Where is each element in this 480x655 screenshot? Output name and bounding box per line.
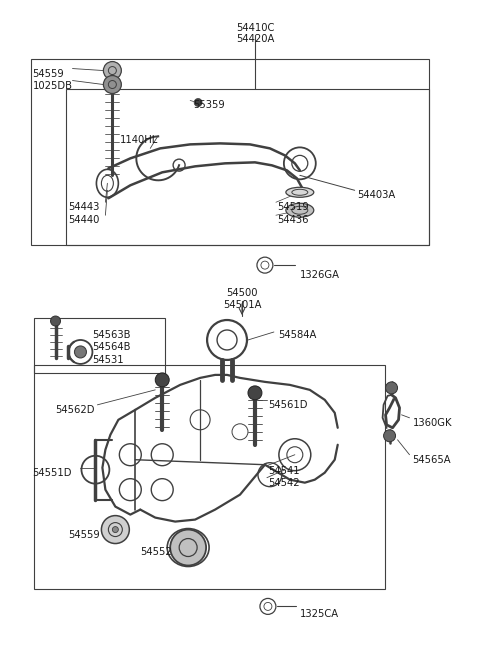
Text: 1325CA: 1325CA	[300, 609, 339, 620]
Ellipse shape	[286, 187, 314, 197]
Text: 54565A: 54565A	[412, 455, 451, 465]
Circle shape	[103, 62, 121, 79]
Circle shape	[101, 515, 129, 544]
Circle shape	[248, 386, 262, 400]
Circle shape	[50, 316, 60, 326]
Text: 54559: 54559	[33, 69, 64, 79]
Text: 54436: 54436	[277, 215, 308, 225]
Text: 54410C: 54410C	[236, 23, 274, 33]
Text: 54559: 54559	[69, 530, 100, 540]
Ellipse shape	[286, 203, 314, 217]
Circle shape	[103, 75, 121, 94]
Text: 54531: 54531	[93, 355, 124, 365]
Text: 54440: 54440	[69, 215, 100, 225]
Text: 54403A: 54403A	[358, 191, 396, 200]
Text: 54564B: 54564B	[93, 342, 131, 352]
Text: 54500: 54500	[226, 288, 258, 298]
Text: 54420A: 54420A	[236, 33, 274, 44]
Circle shape	[74, 346, 86, 358]
Text: 1140HL: 1140HL	[120, 136, 158, 145]
Text: 54561D: 54561D	[268, 400, 307, 410]
Text: 55359: 55359	[193, 100, 225, 111]
Text: 54501A: 54501A	[223, 300, 261, 310]
Circle shape	[112, 527, 119, 533]
Text: 54542: 54542	[268, 477, 300, 488]
Circle shape	[385, 382, 397, 394]
Text: 1025DB: 1025DB	[33, 81, 72, 90]
Text: 54562D: 54562D	[56, 405, 95, 415]
Circle shape	[384, 430, 396, 441]
Text: 54563B: 54563B	[93, 330, 131, 340]
Circle shape	[170, 530, 206, 565]
Text: 54519: 54519	[277, 202, 309, 212]
Text: 54541: 54541	[268, 466, 300, 476]
Circle shape	[194, 98, 202, 107]
Text: 54584A: 54584A	[278, 330, 316, 340]
Text: 54552: 54552	[140, 546, 172, 557]
Text: 54551D: 54551D	[33, 468, 72, 477]
Text: 1360GK: 1360GK	[412, 418, 452, 428]
Text: 1326GA: 1326GA	[300, 270, 340, 280]
Circle shape	[155, 373, 169, 387]
Text: 54443: 54443	[69, 202, 100, 212]
